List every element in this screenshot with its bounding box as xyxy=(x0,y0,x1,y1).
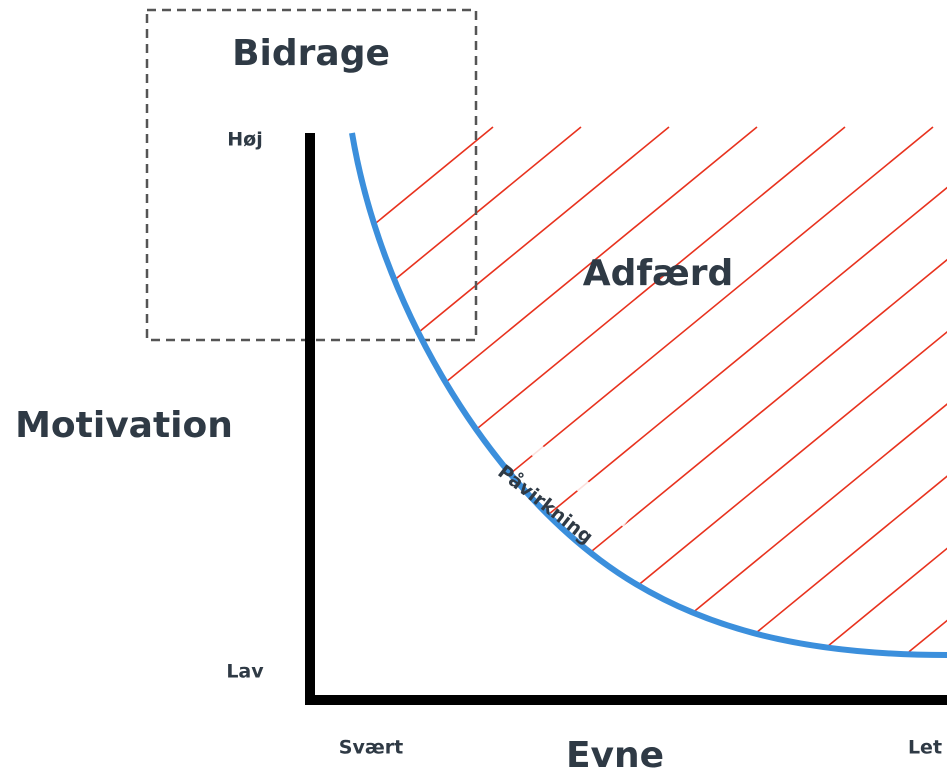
hatch-line xyxy=(352,126,670,653)
region-label: Adfærd xyxy=(583,253,734,294)
curve-gap xyxy=(504,423,632,527)
hatch-line xyxy=(732,126,947,653)
hatch xyxy=(352,126,947,653)
hatch-line xyxy=(644,126,947,653)
title: Bidrage xyxy=(232,33,390,74)
hatch-line xyxy=(908,126,947,653)
y-low: Lav xyxy=(226,661,264,683)
curve xyxy=(349,132,947,658)
y-label: Motivation xyxy=(15,405,233,446)
hatch-line xyxy=(352,126,494,653)
hatch-line xyxy=(352,126,934,653)
hatch-line xyxy=(352,126,758,653)
hatch-line xyxy=(380,126,947,653)
hatch-line xyxy=(352,126,582,653)
curve-label: Påvirkning xyxy=(493,459,598,548)
y-high: Høj xyxy=(227,129,262,151)
x-label: Evne xyxy=(566,735,664,776)
x-low: Svært xyxy=(339,737,403,759)
hatch-line xyxy=(352,126,846,653)
hatch-line xyxy=(820,126,947,653)
hatch-line xyxy=(468,126,947,653)
x-high: Let xyxy=(908,737,942,759)
hatch-line xyxy=(556,126,947,653)
